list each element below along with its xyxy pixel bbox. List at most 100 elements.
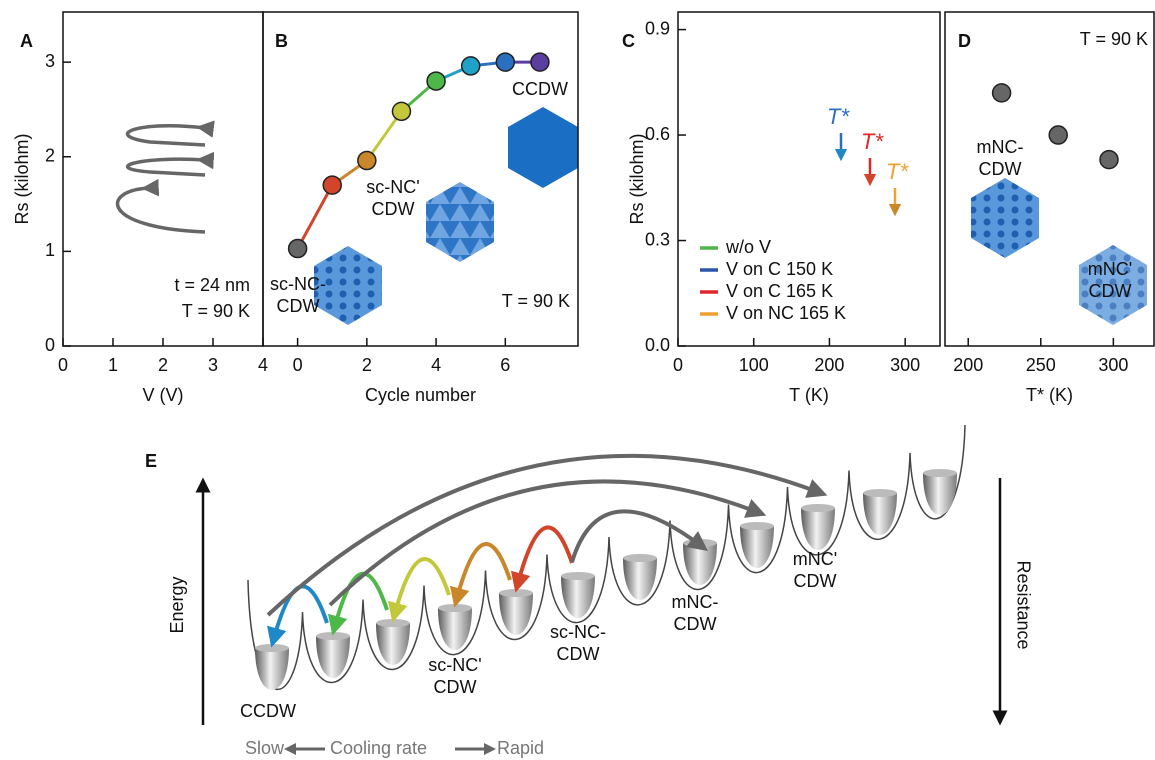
well (623, 558, 657, 600)
data-point (426, 71, 446, 91)
cooling-rapid: Rapid (497, 738, 544, 758)
ccdw-hexagon (508, 107, 578, 188)
x-tick-label: 4 (258, 355, 268, 375)
y-tick-label: 0.0 (645, 335, 670, 355)
x-tick-label: 200 (953, 355, 983, 375)
annotation: t = 24 nm (174, 275, 250, 295)
transition-arrow (449, 542, 512, 608)
well-top (316, 632, 350, 640)
y-tick-label: 3 (45, 51, 55, 71)
landscape-line (247, 424, 966, 690)
x-tick-label: 4 (431, 355, 441, 375)
x-tick-label: 2 (362, 355, 372, 375)
state-label: CDW (794, 571, 837, 591)
transition-arrow (388, 557, 451, 623)
x-tick-label: 0 (293, 355, 303, 375)
x-tick-label: 300 (1098, 355, 1128, 375)
data-point (1099, 149, 1119, 170)
panel-label: A (20, 31, 33, 51)
state-label: sc-NC- (550, 622, 606, 642)
y-tick-label: 0.9 (645, 18, 670, 38)
annotation: CDW (1089, 281, 1132, 301)
well (561, 576, 595, 618)
transition-arrow (510, 525, 574, 593)
panel-label: C (622, 31, 635, 51)
annotation: T* (827, 104, 850, 129)
state-label: mNC- (672, 592, 719, 612)
annotation: T* (886, 159, 909, 184)
well-top (740, 522, 774, 530)
y-tick-label: 2 (45, 146, 55, 166)
well (316, 636, 350, 678)
well-top (863, 489, 897, 497)
state-label: sc-NC' (428, 655, 481, 675)
well-top (623, 554, 657, 562)
x-tick-label: 3 (208, 355, 218, 375)
x-tick-label: 100 (739, 355, 769, 375)
state-label: CDW (434, 677, 477, 697)
data-point (391, 101, 412, 122)
transition-arrow (328, 479, 767, 607)
x-axis-label: Cycle number (365, 385, 476, 405)
panel-label: D (958, 31, 971, 51)
well-top (561, 572, 595, 580)
state-label: mNC' (793, 549, 837, 569)
panel-label: E (145, 451, 157, 471)
plot-frame (677, 11, 941, 347)
well (255, 648, 289, 690)
well (801, 508, 835, 550)
well (863, 493, 897, 535)
well-top (255, 644, 289, 652)
segment (365, 110, 403, 162)
annotation: mNC- (977, 137, 1024, 157)
x-tick-label: 200 (814, 355, 844, 375)
annotation: CDW (372, 199, 415, 219)
energy-landscape (247, 424, 966, 690)
data-point (991, 83, 1012, 103)
cooling-middle: Cooling rate (330, 738, 427, 758)
annotation: sc-NC- (270, 274, 326, 294)
transition-arrow (570, 509, 709, 563)
data-point (460, 56, 481, 76)
well (740, 526, 774, 568)
state-label: CDW (674, 614, 717, 634)
panel-label: B (275, 31, 288, 51)
annotation: CDW (979, 159, 1022, 179)
well-top (438, 604, 472, 612)
y-tick-label: 0.6 (645, 124, 670, 144)
x-axis-label: V (V) (142, 385, 183, 405)
resistance-label: Resistance (1013, 560, 1033, 649)
x-tick-label: 250 (1026, 355, 1056, 375)
well-top (801, 504, 835, 512)
well (376, 623, 410, 665)
segment (296, 184, 334, 250)
plot-frame (62, 11, 264, 347)
annotation: T = 90 K (1080, 29, 1148, 49)
y-tick-label: 0.3 (645, 229, 670, 249)
cooling-slow: Slow (245, 738, 285, 758)
x-tick-label: 1 (108, 355, 118, 375)
annotation: CDW (277, 296, 320, 316)
plot-frame (944, 11, 1155, 347)
cooling-rate: Slow Cooling rate Rapid (245, 738, 544, 758)
mnc-prime-hexagon (1079, 245, 1147, 325)
state-label: CCDW (240, 701, 296, 721)
data-point (1048, 125, 1068, 145)
mnc-hexagon (971, 178, 1039, 258)
y-axis-label: Rs (kilohm) (12, 133, 32, 224)
annotation: T = 90 K (182, 301, 250, 321)
legend-label: w/o V (725, 237, 771, 257)
x-tick-label: 300 (890, 355, 920, 375)
transition-arrow (327, 571, 389, 636)
x-tick-label: 2 (158, 355, 168, 375)
annotation: CCDW (512, 79, 568, 99)
y-axis-label: Rs (kilohm) (627, 133, 647, 224)
well-top (376, 619, 410, 627)
x-tick-label: 0 (673, 355, 683, 375)
y-tick-label: 0 (45, 335, 55, 355)
legend-label: V on NC 165 K (726, 303, 846, 323)
plot-frame (262, 11, 579, 347)
x-tick-label: 0 (58, 355, 68, 375)
energy-label: Energy (167, 576, 187, 633)
